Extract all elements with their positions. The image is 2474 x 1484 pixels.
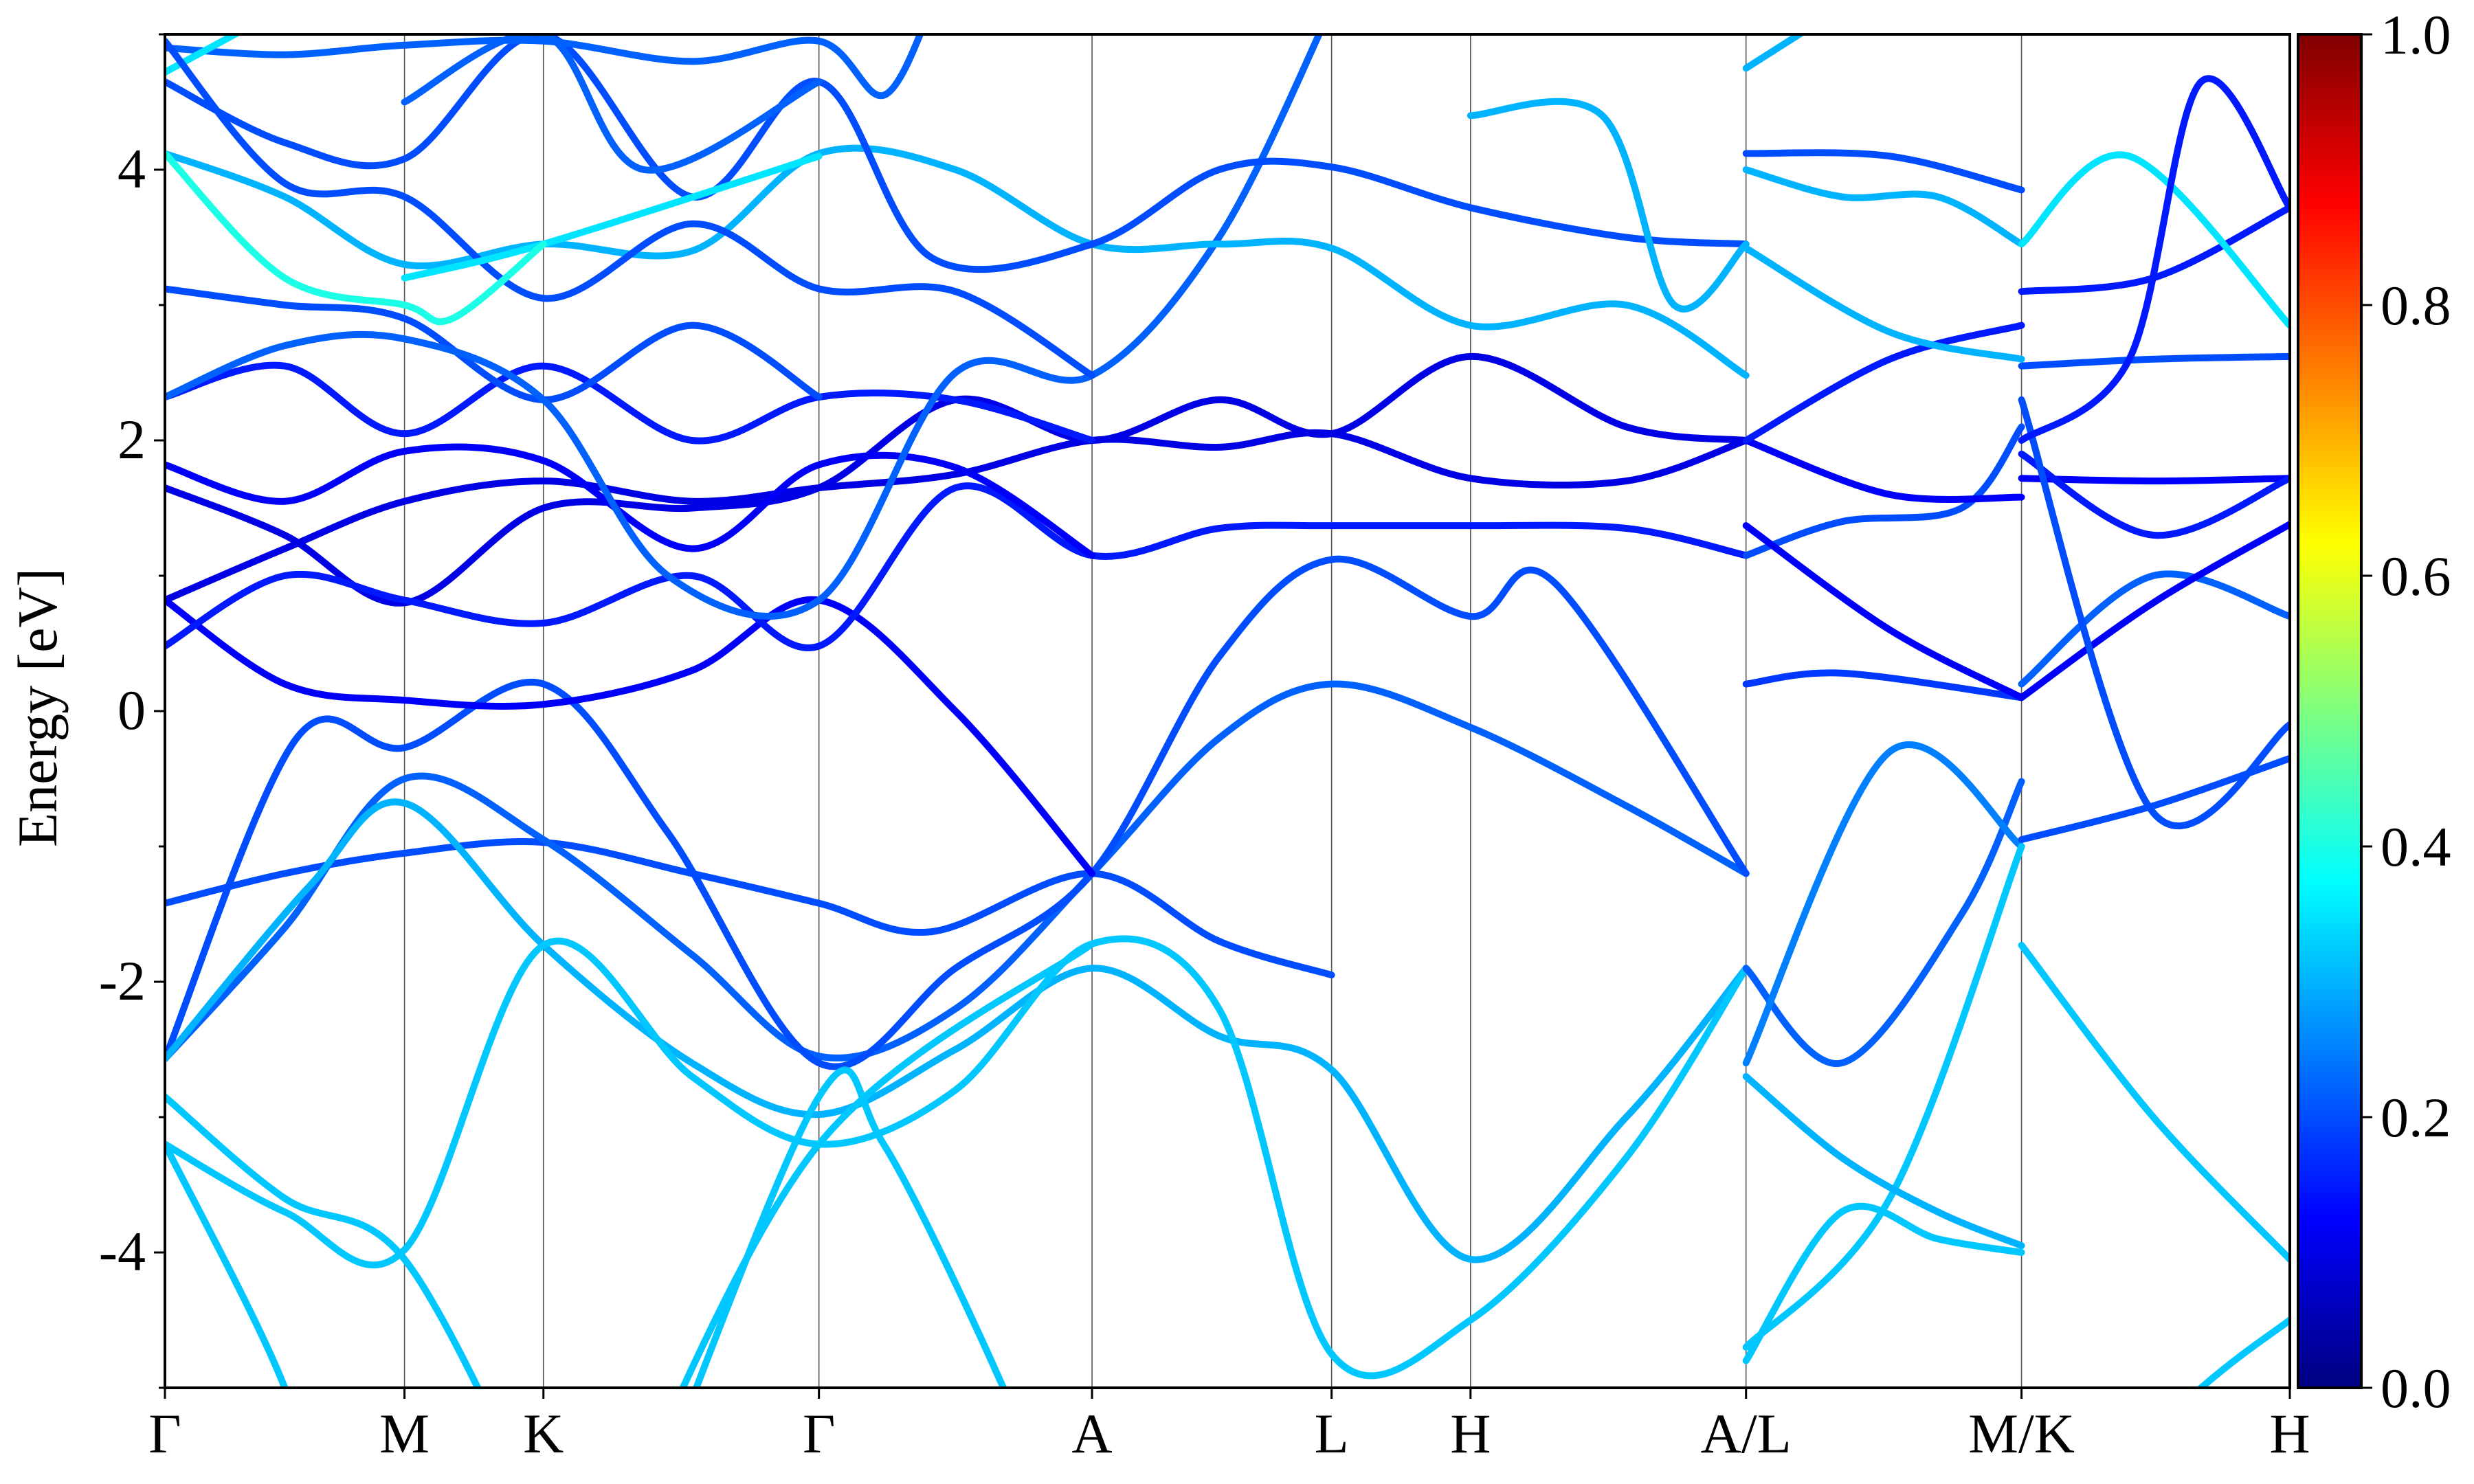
band-line: [165, 37, 1095, 379]
band-line: [1742, 778, 2025, 1068]
plot-frame: [164, 33, 2291, 1389]
band-line: [401, 153, 823, 282]
band-line: [165, 680, 1750, 1063]
band-line: [2018, 75, 2290, 444]
y-axis-label: Energy [eV]: [6, 568, 69, 847]
band-line: [2196, 1316, 2290, 1388]
kpoint-separator-lines: [403, 34, 2022, 1388]
colorbar-tick-label: 1.0: [2381, 3, 2451, 66]
band-line: [165, 1140, 289, 1388]
x-tick-label: H: [2269, 1402, 2310, 1465]
band-line: [165, 144, 1750, 379]
colorbar: 0.0 0.2 0.4 0.6 0.8 1.0: [2297, 3, 2451, 1419]
colorbar-tick-label: 0.2: [2381, 1086, 2451, 1149]
band-line: [1742, 437, 2025, 503]
band-line: [165, 34, 924, 100]
y-axis: 4 2 0 -2 -4: [99, 33, 165, 1389]
band-line: [165, 838, 1335, 979]
band-line: [1742, 322, 2025, 444]
colorbar-tick-label: 0.6: [2381, 545, 2451, 607]
band-line: [165, 443, 1095, 559]
band-line: [165, 285, 823, 403]
band-line: [2018, 396, 2290, 829]
x-tick-label: H: [1450, 1402, 1491, 1465]
band-line: [1742, 149, 2025, 194]
band-line: [165, 150, 547, 326]
y-tick-label: 0: [118, 679, 146, 741]
colorbar-tick-label: 0.4: [2381, 816, 2451, 878]
x-tick-label: A: [1071, 1402, 1112, 1465]
band-line: [165, 1093, 482, 1388]
band-line: [2018, 941, 2290, 1263]
colorbar-tick-label: 0.0: [2381, 1357, 2451, 1419]
band-line: [692, 1066, 1007, 1388]
band-line: [165, 482, 1750, 651]
band-line: [165, 935, 1750, 1380]
band-line: [1742, 34, 1806, 72]
y-tick-label: 4: [118, 137, 146, 200]
band-line: [165, 34, 1323, 620]
band-line: [2018, 754, 2290, 844]
band-line: [1742, 669, 2025, 701]
band-line: [1742, 741, 2025, 1067]
band-line: [165, 429, 1750, 604]
colorbar-tick-label: 0.8: [2381, 274, 2451, 337]
x-axis: Γ M K Γ A L H A/L M/K H: [148, 1388, 2310, 1465]
x-tick-label: A/L: [1701, 1402, 1792, 1465]
y-tick-label: -4: [99, 1220, 146, 1283]
band-line: [401, 34, 823, 174]
y-tick-label: -2: [99, 949, 146, 1012]
band-line: [165, 34, 243, 76]
x-tick-label: Γ: [803, 1402, 835, 1465]
colorbar-gradient: [2297, 33, 2363, 1389]
x-tick-label: L: [1315, 1402, 1349, 1465]
band-line: [1742, 1202, 2025, 1364]
band-line: [679, 940, 1095, 1388]
band-line: [2018, 352, 2290, 370]
band-line: [2018, 570, 2290, 688]
band-line: [1467, 98, 1750, 313]
band-line: [165, 798, 1750, 1263]
energy-bands: [165, 34, 2290, 1388]
band-line: [1742, 423, 2025, 559]
x-tick-label: M: [379, 1402, 430, 1465]
y-tick-label: 2: [118, 408, 146, 471]
x-tick-label: Γ: [148, 1402, 181, 1465]
band-line: [2018, 475, 2290, 485]
band-line: [2018, 151, 2290, 329]
band-line: [165, 34, 1750, 273]
band-line: [2018, 450, 2290, 539]
band-line: [1742, 522, 2025, 701]
band-line: [2018, 521, 2290, 701]
band-line: [1742, 166, 2025, 248]
band-line: [1742, 245, 2025, 363]
x-tick-label: M/K: [1968, 1402, 2075, 1465]
x-tick-label: K: [523, 1402, 564, 1465]
band-line: [1742, 843, 2025, 1351]
band-line: [165, 555, 1750, 1070]
band-line: [1742, 1072, 2025, 1250]
band-line: [165, 596, 1095, 877]
